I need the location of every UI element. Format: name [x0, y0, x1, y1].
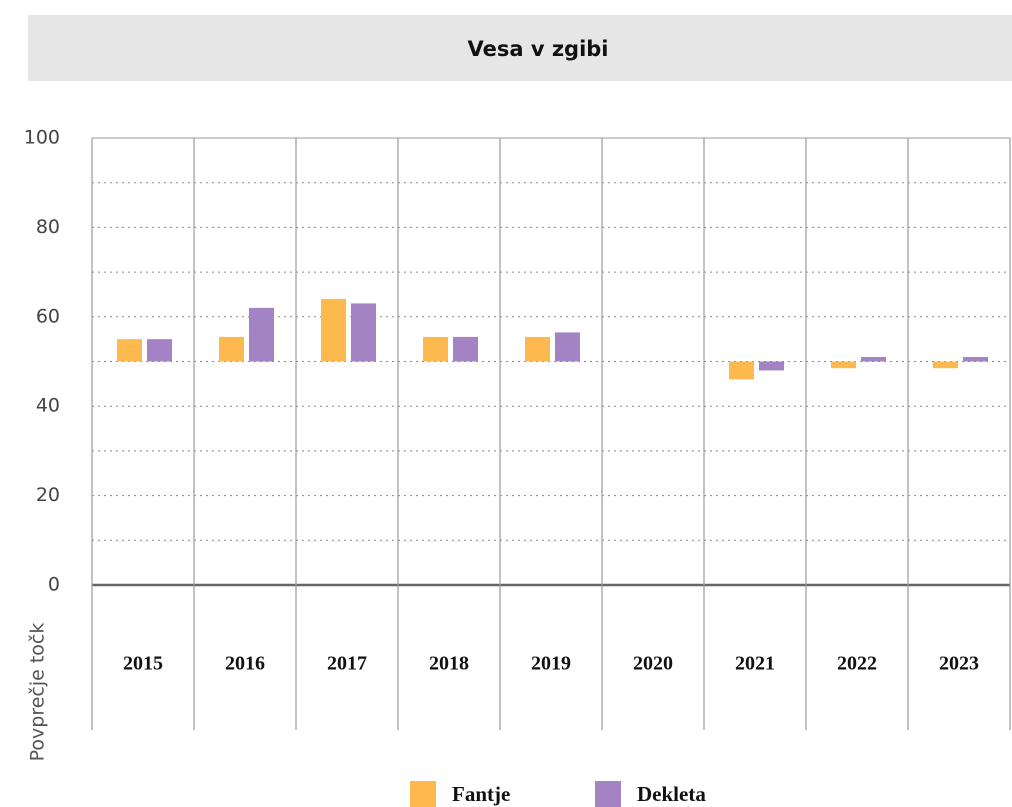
bar — [453, 336, 478, 362]
bar — [351, 303, 376, 362]
bar — [963, 357, 988, 362]
y-tick-label: 0 — [48, 574, 60, 596]
legend-swatch — [410, 781, 436, 807]
legend-label: Fantje — [452, 782, 510, 806]
bar — [831, 361, 856, 369]
bar — [117, 339, 142, 362]
bar — [861, 357, 886, 362]
x-tick-label: 2018 — [429, 653, 469, 675]
bar — [525, 336, 550, 362]
bar — [933, 361, 958, 369]
x-tick-label: 2021 — [735, 653, 775, 675]
y-axis-label: Povprečje točk — [27, 623, 49, 762]
y-tick-label: 100 — [24, 127, 60, 149]
bar — [555, 332, 580, 362]
legend-label: Dekleta — [637, 782, 706, 806]
x-tick-label: 2016 — [225, 653, 265, 675]
y-tick-label: 20 — [36, 484, 60, 506]
x-tick-label: 2015 — [123, 653, 163, 675]
bar — [147, 339, 172, 362]
bar — [321, 298, 346, 362]
bar — [219, 336, 244, 362]
y-tick-label: 40 — [36, 395, 60, 417]
chart-title: Vesa v zgibi — [467, 37, 608, 61]
x-tick-label: 2020 — [633, 653, 673, 675]
bar — [759, 361, 784, 371]
y-tick-label: 80 — [36, 216, 60, 238]
bar — [249, 307, 274, 362]
x-tick-label: 2023 — [939, 653, 979, 675]
title-banner — [28, 15, 1012, 81]
x-tick-label: 2017 — [327, 653, 367, 675]
y-tick-label: 60 — [36, 305, 60, 327]
bar — [729, 361, 754, 380]
x-tick-label: 2019 — [531, 653, 571, 675]
bar — [423, 336, 448, 362]
legend-swatch — [595, 781, 621, 807]
x-tick-label: 2022 — [837, 653, 877, 675]
